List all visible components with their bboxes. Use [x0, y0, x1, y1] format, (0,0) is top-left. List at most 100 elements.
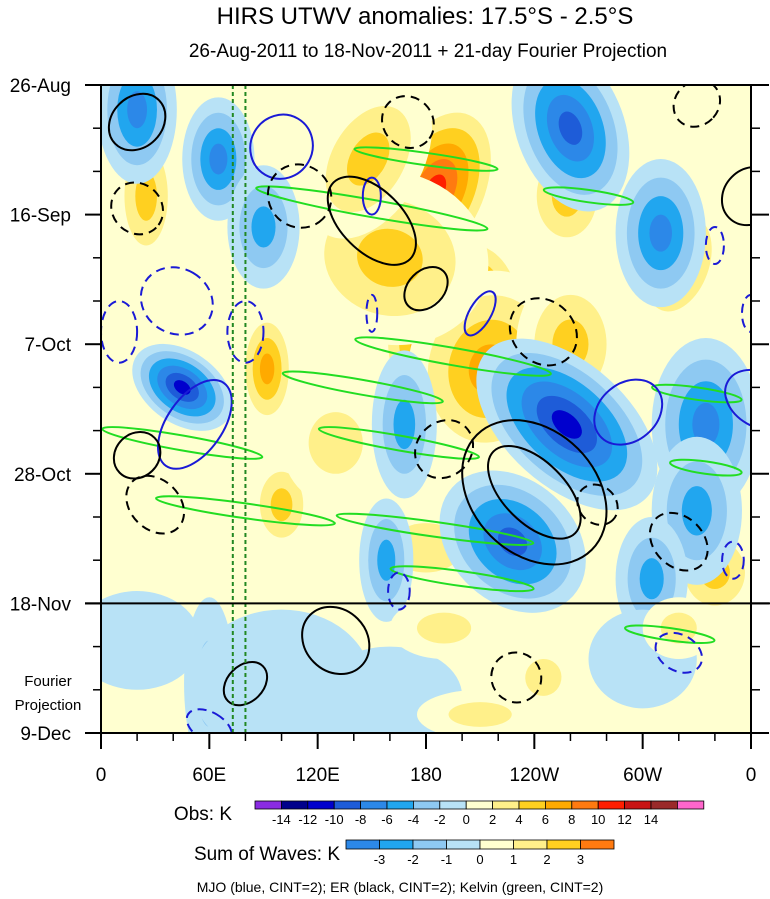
kelvin-contour-1: [353, 146, 499, 172]
y-tick-label-5: 9-Dec: [20, 724, 71, 745]
projection-label-line2: Projection: [15, 697, 82, 714]
er-contour-41: [648, 511, 709, 572]
chart-title: HIRS UTWV anomalies: 17.5°S - 2.5°S: [217, 3, 634, 30]
er-contour-40: [508, 297, 578, 367]
er-contour-42: [576, 483, 619, 526]
waves-label-1: -2: [407, 852, 419, 867]
obs-label-0: -14: [272, 812, 291, 827]
x-tick-label-5: 60W: [623, 765, 662, 786]
anomaly-blob-24-level-2: [393, 399, 416, 450]
obs-colorbar: -14 -12 -10 -8 -6 -4 -2 0 2 4 6 8 10 12 14: [254, 800, 705, 827]
anomaly-blob-12-level-1: [308, 412, 363, 474]
y-axis: 26-Aug 16-Sep 7-Oct 28-Oct 18-Nov 9-Dec: [10, 76, 769, 745]
waves-swatch-5: [513, 839, 548, 850]
wave-contours: [101, 85, 751, 733]
kelvin-contour-9: [389, 565, 535, 593]
obs-swatch-1: [280, 800, 309, 810]
mjo-contour-14: [593, 378, 664, 446]
projection-label-line1: Fourier: [24, 673, 72, 690]
obs-label-8: 2: [489, 812, 496, 827]
obs-swatch-3: [333, 800, 362, 810]
y-tick-label-1: 16-Sep: [10, 206, 71, 227]
er-contour-29: [461, 419, 608, 566]
er-contour-45: [266, 163, 333, 229]
anomaly-blob-17-level-5: [551, 410, 582, 439]
er-contour-34: [720, 166, 751, 227]
x-tick-label-2: 120E: [295, 765, 339, 786]
obs-label-1: -12: [298, 812, 317, 827]
x-tick-label-6: 0: [746, 765, 757, 786]
anomaly-blob-4-level-3: [259, 353, 275, 385]
er-contour-31: [326, 175, 417, 266]
anomaly-blob-22-level-2: [681, 486, 712, 536]
mjo-contour-22: [365, 293, 379, 333]
obs-swatch-9: [492, 800, 520, 810]
obs-label-3: -8: [355, 812, 367, 827]
obs-swatch-10: [518, 800, 546, 810]
chart-subtitle: 26-Aug-2011 to 18-Nov-2011 + 21-day Four…: [189, 41, 667, 62]
er-contour-33: [112, 431, 162, 480]
obs-swatch-0: [254, 800, 282, 810]
er-contour-36: [301, 605, 371, 676]
mjo-contour-15: [249, 113, 314, 180]
x-tick-label-0: 0: [96, 765, 107, 786]
kelvin-contour-10: [651, 383, 743, 404]
obs-label-4: -6: [381, 812, 393, 827]
waves-label-3: 0: [476, 852, 483, 867]
mjo-contour-16: [463, 290, 497, 337]
kelvin-contour-7: [155, 495, 336, 527]
obs-legend-label: Obs: K: [174, 804, 232, 825]
mjo-contour-13: [157, 379, 233, 470]
obs-swatch-15: [650, 800, 678, 810]
waves-swatch-2: [412, 839, 447, 850]
anomaly-blob-26-level-2: [639, 558, 664, 600]
obs-swatch-11: [545, 800, 573, 810]
anomaly-blob-16-level-3: [209, 143, 228, 175]
anomaly-blob-5-level-2: [346, 132, 390, 186]
waves-label-2: -1: [441, 852, 453, 867]
obs-label-7: 0: [463, 812, 470, 827]
anomaly-blob-21-level-3: [692, 402, 720, 447]
kelvin-contour-3: [354, 336, 552, 377]
kelvin-contour-12: [624, 624, 716, 645]
waves-colorbar: -3 -2 -1 0 1 2 3: [345, 839, 615, 867]
x-axis: 0 60E 120E 180 120W 60W 0: [96, 733, 757, 786]
anomaly-blob-35-level-0: [101, 591, 201, 690]
obs-swatch-8: [465, 800, 494, 810]
waves-swatch-0: [345, 839, 380, 850]
y-tick-label-3: 28-Oct: [14, 465, 72, 486]
anomaly-blob-14-level-5: [173, 380, 191, 395]
obs-label-12: 10: [591, 812, 605, 827]
mjo-contour-18: [724, 368, 751, 431]
obs-label-2: -10: [325, 812, 344, 827]
waves-label-6: 3: [577, 852, 584, 867]
footnote: MJO (blue, CINT=2); ER (black, CINT=2); …: [197, 879, 604, 895]
kelvin-contour-2: [542, 186, 635, 206]
kelvin-contour-4: [281, 370, 444, 405]
mjo-contour-27: [654, 631, 703, 674]
waves-swatch-4: [479, 839, 514, 850]
obs-label-14: 14: [644, 812, 658, 827]
mjo-contour-17: [361, 176, 382, 216]
mjo-contour-28: [185, 708, 233, 733]
obs-swatch-12: [571, 800, 599, 810]
obs-swatch-5: [386, 800, 414, 810]
anomaly-blob-33-level-1: [660, 612, 697, 644]
er-contour-30: [487, 444, 582, 540]
obs-label-13: 12: [617, 812, 631, 827]
er-contour-46: [381, 95, 435, 149]
anomaly-blob-15-level-3: [127, 91, 148, 129]
obs-swatch-4: [360, 800, 388, 810]
anomaly-blob-18-level-4: [558, 111, 583, 145]
obs-swatch-2: [307, 800, 335, 810]
anomaly-blob-31-level-1: [416, 612, 472, 644]
x-tick-label-4: 120W: [510, 765, 560, 786]
mjo-contour-20: [101, 300, 139, 364]
obs-label-10: 6: [542, 812, 549, 827]
er-contour-38: [125, 474, 186, 535]
x-tick-label-1: 60E: [192, 765, 226, 786]
waves-swatch-3: [446, 839, 481, 850]
er-contour-43: [672, 85, 722, 128]
